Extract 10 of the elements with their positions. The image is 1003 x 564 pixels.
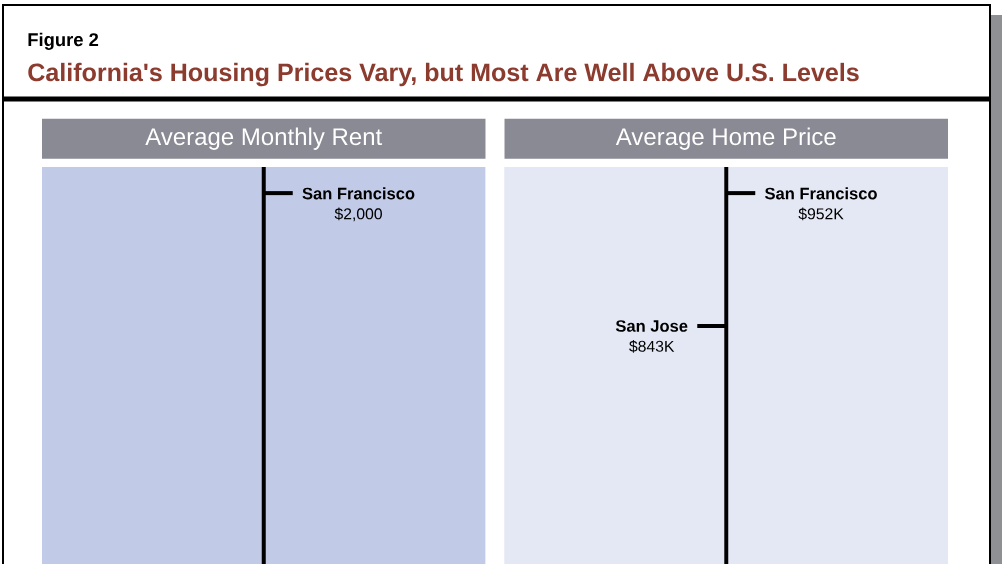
text: California's Housing Prices Vary, but Most Are Well Above U.S. Levels [28, 62, 859, 87]
legend-label: San Jose [615, 320, 688, 332]
legend-label: San Francisco [765, 187, 877, 200]
text: Average Home Price [615, 127, 836, 150]
data-label: $2,000 [334, 207, 382, 222]
data-label: $952K [798, 207, 844, 221]
data-label: $843K [629, 340, 675, 353]
text: Average Monthly Rent [145, 127, 383, 150]
legend-label: San Francisco [302, 187, 415, 200]
caption: Figure 2 [28, 32, 99, 50]
